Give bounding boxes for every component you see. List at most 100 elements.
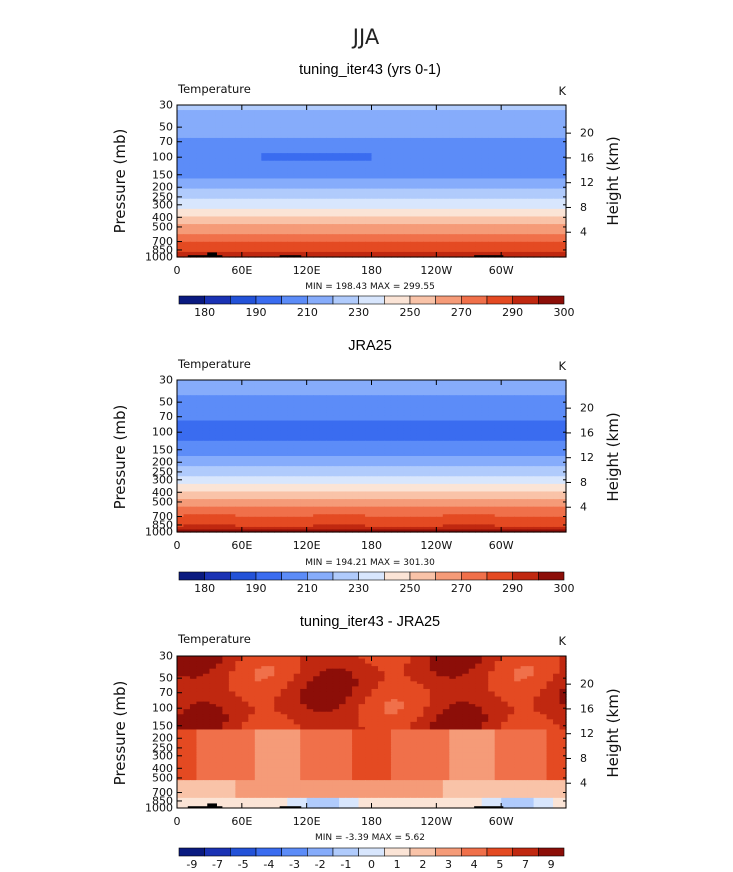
field-cell bbox=[462, 405, 470, 409]
field-cell bbox=[481, 155, 489, 159]
field-cell bbox=[261, 173, 269, 177]
field-cell bbox=[429, 110, 437, 114]
field-cell bbox=[183, 203, 191, 207]
field-cell bbox=[306, 170, 314, 174]
field-cell bbox=[416, 150, 424, 154]
field-cell bbox=[215, 430, 223, 434]
field-cell bbox=[254, 213, 262, 218]
field-cell bbox=[183, 387, 191, 391]
field-cell bbox=[501, 402, 509, 406]
field-cell bbox=[345, 400, 353, 404]
field-cell bbox=[248, 420, 256, 424]
field-cell bbox=[553, 407, 561, 411]
field-cell bbox=[371, 140, 379, 144]
field-cell bbox=[177, 160, 185, 164]
field-cell bbox=[332, 418, 340, 422]
field-cell bbox=[520, 193, 528, 197]
field-cell bbox=[403, 196, 411, 200]
field-cell bbox=[520, 105, 528, 109]
field-cell bbox=[274, 168, 282, 172]
field-cell bbox=[313, 405, 321, 409]
field-cell bbox=[261, 196, 269, 200]
field-cell bbox=[397, 390, 405, 394]
field-cell bbox=[274, 402, 282, 406]
field-cell bbox=[241, 175, 249, 180]
field-cell bbox=[540, 175, 548, 180]
field-cell bbox=[377, 221, 386, 225]
field-cell bbox=[397, 137, 405, 142]
field-cell bbox=[241, 148, 249, 152]
field-cell bbox=[306, 428, 314, 432]
field-cell bbox=[436, 181, 444, 185]
field-cell bbox=[449, 420, 457, 424]
field-cell bbox=[280, 117, 288, 121]
field-cell bbox=[332, 420, 340, 424]
field-cell bbox=[533, 213, 541, 218]
colorbar-label: 190 bbox=[246, 306, 267, 319]
field-cell bbox=[345, 249, 353, 253]
field-cell bbox=[209, 127, 217, 131]
field-cell bbox=[326, 244, 334, 248]
field-cell bbox=[261, 392, 269, 396]
field-cell bbox=[358, 428, 366, 432]
field-cell bbox=[261, 400, 269, 404]
field-cell bbox=[293, 221, 301, 225]
field-cell bbox=[183, 380, 191, 384]
field-cell bbox=[507, 143, 515, 147]
field-cell bbox=[345, 112, 353, 116]
field-cell bbox=[196, 219, 204, 223]
field-cell bbox=[235, 125, 243, 129]
field-cell bbox=[481, 241, 489, 245]
field-cell bbox=[209, 216, 217, 220]
field-cell bbox=[189, 420, 198, 424]
field-cell bbox=[235, 201, 243, 205]
field-cell bbox=[358, 425, 366, 429]
field-cell bbox=[345, 120, 353, 124]
field-cell bbox=[397, 158, 405, 162]
field-cell bbox=[248, 206, 256, 210]
field-cell bbox=[442, 125, 450, 129]
field-cell bbox=[416, 229, 424, 233]
field-cell bbox=[274, 150, 282, 154]
field-cell bbox=[540, 112, 548, 116]
field-cell bbox=[494, 196, 502, 200]
field-cell bbox=[475, 410, 483, 414]
field-cell bbox=[410, 181, 418, 185]
field-cell bbox=[261, 234, 269, 238]
field-cell bbox=[319, 181, 327, 185]
field-cell bbox=[287, 241, 295, 245]
field-cell bbox=[235, 231, 243, 235]
field-cell bbox=[332, 229, 340, 233]
field-cell bbox=[553, 140, 561, 144]
field-cell bbox=[455, 241, 463, 245]
field-cell bbox=[248, 115, 256, 119]
field-cell bbox=[332, 246, 340, 250]
field-cell bbox=[300, 234, 308, 238]
field-cell bbox=[313, 211, 321, 215]
field-cell bbox=[423, 150, 431, 154]
field-cell bbox=[287, 430, 295, 434]
field-cell bbox=[416, 173, 424, 177]
field-cell bbox=[546, 188, 554, 192]
field-cell bbox=[358, 188, 366, 192]
field-cell bbox=[222, 145, 230, 149]
field-cell bbox=[403, 160, 411, 164]
field-cell bbox=[527, 155, 535, 159]
field-cell bbox=[339, 402, 347, 406]
field-cell bbox=[514, 239, 522, 243]
field-cell bbox=[436, 105, 444, 109]
field-cell bbox=[520, 224, 528, 228]
field-cell bbox=[261, 208, 269, 212]
field-cell bbox=[494, 107, 502, 111]
field-cell bbox=[365, 107, 373, 111]
field-cell bbox=[377, 137, 386, 142]
field-cell bbox=[365, 130, 373, 134]
field-cell bbox=[462, 191, 470, 195]
field-cell bbox=[533, 410, 541, 414]
field-cell bbox=[300, 412, 308, 417]
field-cell bbox=[436, 412, 444, 417]
field-cell bbox=[371, 158, 379, 162]
field-cell bbox=[183, 107, 191, 111]
field-cell bbox=[345, 115, 353, 119]
field-cell bbox=[196, 428, 204, 432]
